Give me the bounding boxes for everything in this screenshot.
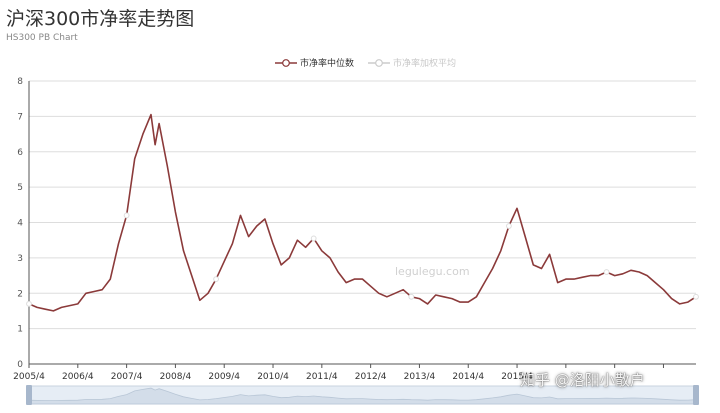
y-tick-label: 6 [17, 148, 23, 158]
legend-label-weighted: 市净率加权平均 [393, 59, 457, 69]
legend-label-median: 市净率中位数 [300, 59, 355, 69]
y-tick-label: 1 [17, 325, 23, 335]
y-tick-label: 0 [17, 360, 23, 370]
y-tick-label: 4 [17, 219, 23, 229]
x-tick-label: 2005/4 [13, 372, 45, 382]
x-tick-label: 2013/4 [404, 372, 436, 382]
series-point [310, 235, 317, 242]
watermark-text: 知乎 @洛阳小散户 [520, 371, 645, 389]
y-tick-label: 7 [17, 112, 23, 122]
series-line-median [28, 113, 697, 312]
x-tick-label: 2011/4 [306, 372, 338, 382]
x-tick-label: 2009/4 [208, 372, 240, 382]
chart-title: 沪深300市净率走势图 [6, 8, 195, 30]
legend: 市净率中位数 市净率加权平均 [275, 56, 456, 69]
x-tick-label: 2010/4 [257, 372, 289, 382]
x-tick-label: 2015/4 [501, 372, 533, 382]
x-tick-label: 2006/4 [62, 372, 94, 382]
legend-item-weighted[interactable]: 市净率加权平均 [368, 56, 456, 69]
zoom-slider-preview [28, 387, 697, 405]
series-point [213, 276, 219, 283]
x-tick-label: 2012/4 [355, 372, 387, 382]
zoom-handle-right[interactable] [693, 385, 699, 405]
y-tick-label: 3 [17, 254, 23, 264]
series-point [26, 300, 32, 307]
chart-subtitle: HS300 PB Chart [6, 33, 78, 43]
legend-line-icon [368, 58, 391, 67]
center-watermark: legulegu.com [395, 265, 470, 278]
zoom-handle-left[interactable] [26, 385, 32, 405]
legend-line-icon [275, 58, 297, 67]
series-point [123, 212, 130, 219]
series-point [506, 223, 512, 229]
y-tick-label: 8 [17, 77, 23, 87]
legend-item-median[interactable]: 市净率中位数 [275, 56, 354, 69]
y-tick-label: 2 [17, 289, 23, 299]
x-tick-label: 2008/4 [160, 372, 192, 382]
y-tick-label: 5 [17, 183, 23, 193]
series-point [603, 269, 610, 275]
series-point [693, 293, 699, 300]
series-point [408, 293, 415, 300]
x-tick-label: 2014/4 [452, 372, 484, 382]
x-tick-label: 2007/4 [111, 372, 143, 382]
